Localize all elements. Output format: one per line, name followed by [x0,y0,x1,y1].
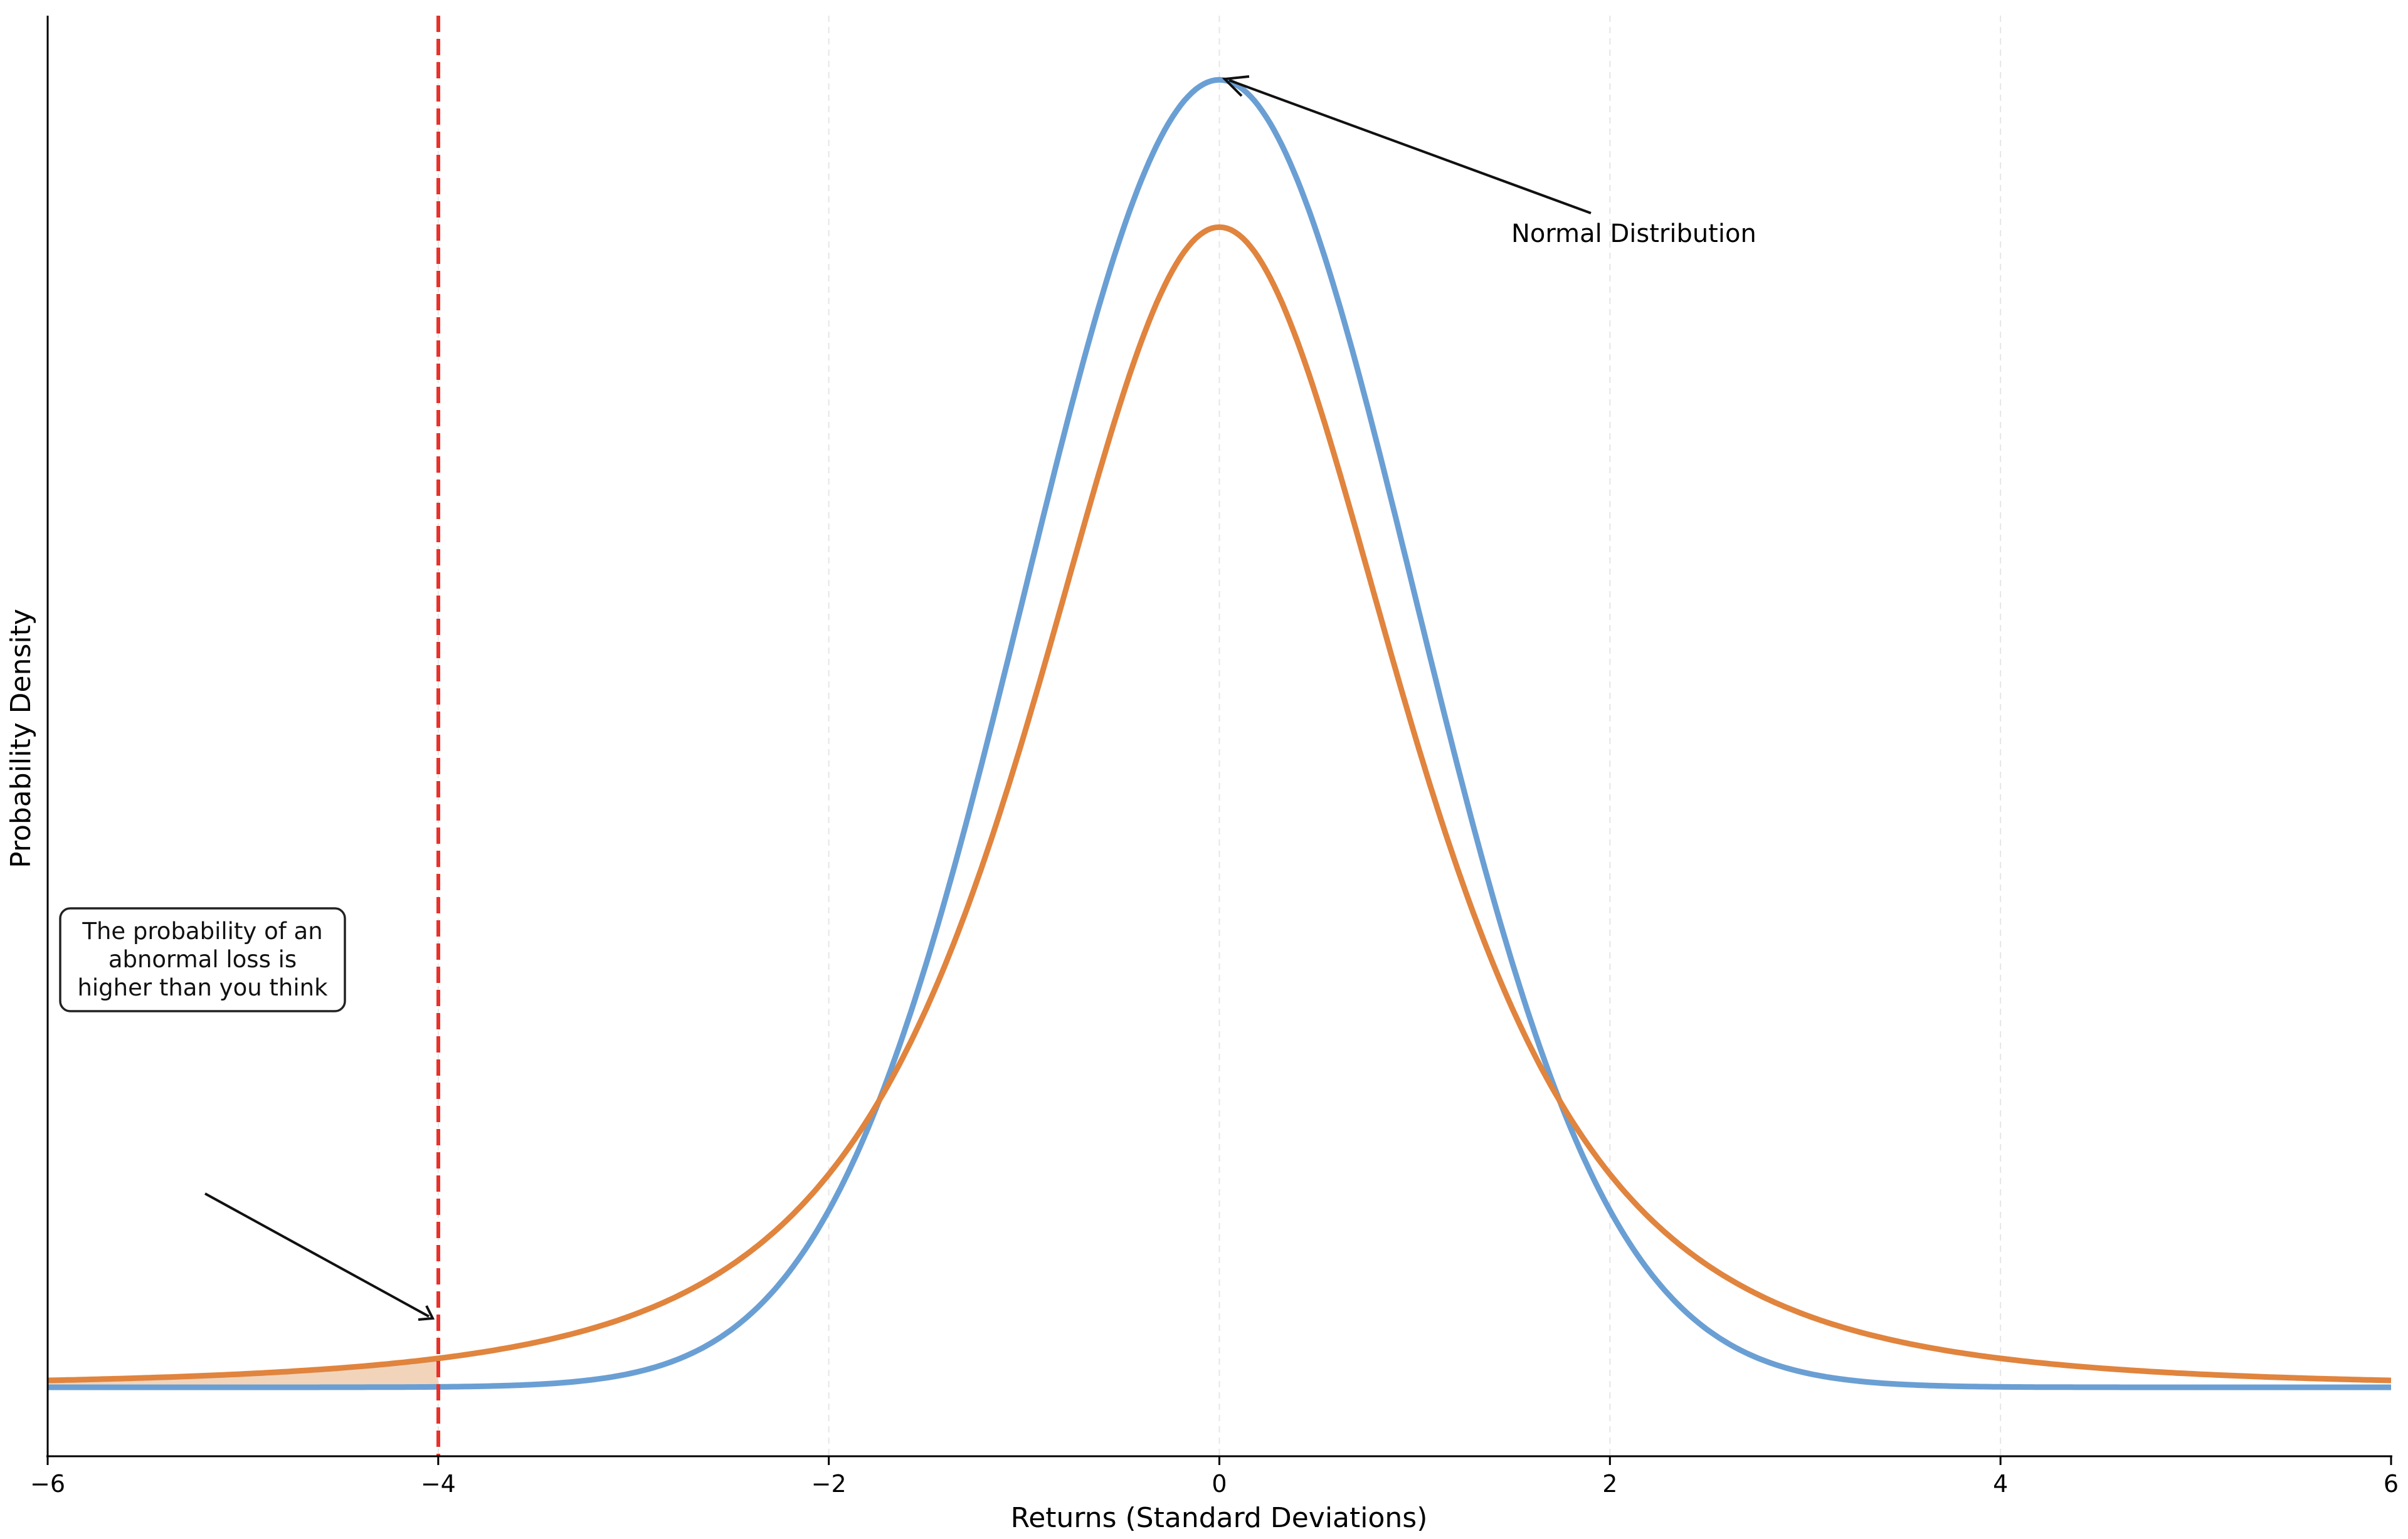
y-axis-label: Probability Density [5,609,37,868]
tail-annotation-arrow-line [204,1192,430,1318]
x-tick-label: 4 [1993,1470,2008,1498]
callout-line-2: abnormal loss is [108,946,297,973]
x-axis-ticks: −6 −4 −2 0 2 4 6 [30,1456,2399,1498]
normal-annotation-text: Normal Distribution [1511,219,1756,248]
callout-box [59,907,346,1012]
normal-annotation-arrow-line [1228,79,1592,214]
tail-annotation-arrowhead-icon [418,1305,435,1321]
x-tick-label: −4 [421,1470,456,1498]
x-axis-label: Returns (Standard Deviations) [1011,1502,1428,1534]
x-gridlines [437,16,2002,1456]
normal-annotation-arrowhead-icon [1222,75,1250,97]
x-tick-label: 6 [2384,1470,2399,1498]
callout-line-3: higher than you think [77,974,328,1001]
fat-tailed-distribution-curve [47,224,2392,1384]
x-tick-label: −2 [811,1470,847,1498]
callout-line-1: The probability of an [82,918,322,945]
x-tick-label: −6 [30,1470,65,1498]
x-tick-label: 0 [1212,1470,1227,1498]
x-tick-label: 2 [1602,1470,1617,1498]
